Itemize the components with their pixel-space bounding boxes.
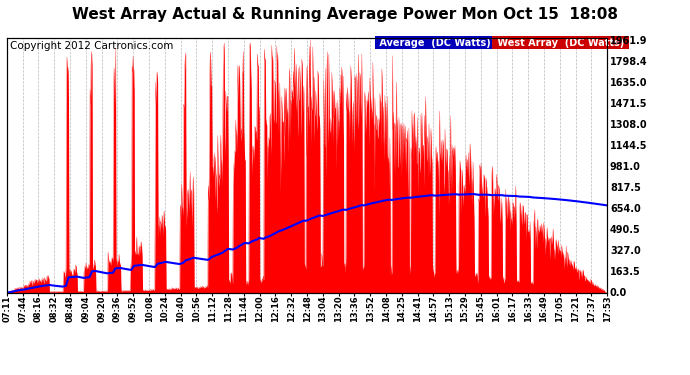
Text: Copyright 2012 Cartronics.com: Copyright 2012 Cartronics.com (10, 41, 173, 51)
Text: Average  (DC Watts): Average (DC Watts) (376, 38, 494, 48)
Text: West Array  (DC Watts): West Array (DC Watts) (494, 38, 627, 48)
Text: West Array Actual & Running Average Power Mon Oct 15  18:08: West Array Actual & Running Average Powe… (72, 8, 618, 22)
